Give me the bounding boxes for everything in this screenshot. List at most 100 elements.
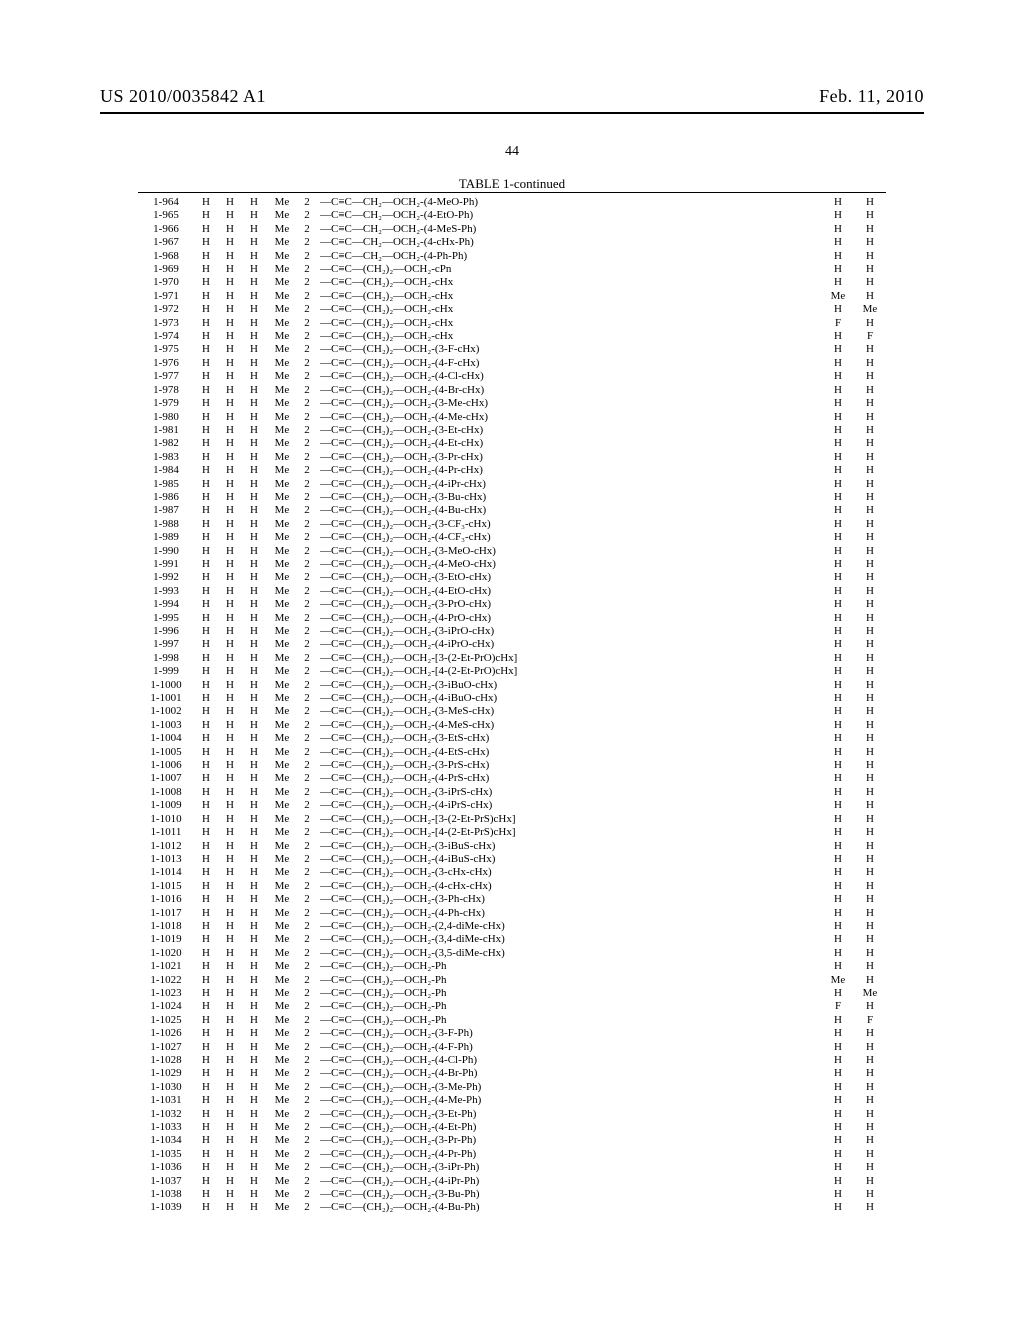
table-row: 1-1023HHHMe2—C≡C—(CH₂)₂—OCH₂-PhHMe [138, 987, 886, 1000]
cell-h: H [854, 263, 886, 276]
cell-c: H [242, 880, 266, 893]
cell-b: H [218, 1188, 242, 1201]
cell-id: 1-1000 [138, 679, 194, 692]
cell-b: H [218, 1134, 242, 1147]
cell-d: Me [266, 571, 298, 584]
cell-h: H [854, 223, 886, 236]
cell-h: H [854, 880, 886, 893]
cell-g: H [822, 330, 854, 343]
cell-a: H [194, 1175, 218, 1188]
cell-g: H [822, 692, 854, 705]
cell-b: H [218, 853, 242, 866]
table-row: 1-1022HHHMe2—C≡C—(CH₂)₂—OCH₂-PhMeH [138, 974, 886, 987]
cell-id: 1-1035 [138, 1148, 194, 1161]
cell-e: 2 [298, 679, 316, 692]
cell-a: H [194, 652, 218, 665]
cell-e: 2 [298, 1094, 316, 1107]
cell-f: —C≡C—CH₂—OCH₂-(4-cHx-Ph) [316, 236, 822, 249]
cell-b: H [218, 638, 242, 651]
cell-c: H [242, 491, 266, 504]
cell-h: H [854, 1041, 886, 1054]
cell-d: Me [266, 558, 298, 571]
cell-a: H [194, 598, 218, 611]
header-rule [100, 112, 924, 114]
cell-f: —C≡C—(CH₂)₂—OCH₂-Ph [316, 1000, 822, 1013]
cell-h: H [854, 1148, 886, 1161]
cell-a: H [194, 907, 218, 920]
cell-e: 2 [298, 880, 316, 893]
cell-a: H [194, 437, 218, 450]
cell-c: H [242, 987, 266, 1000]
cell-a: H [194, 343, 218, 356]
cell-h: H [854, 907, 886, 920]
cell-h: H [854, 1108, 886, 1121]
table-row: 1-989HHHMe2—C≡C—(CH₂)₂—OCH₂-(4-CF₃-cHx)H… [138, 531, 886, 544]
cell-b: H [218, 250, 242, 263]
cell-c: H [242, 276, 266, 289]
cell-h: H [854, 746, 886, 759]
cell-c: H [242, 893, 266, 906]
cell-e: 2 [298, 933, 316, 946]
cell-a: H [194, 772, 218, 785]
cell-g: H [822, 840, 854, 853]
cell-id: 1-966 [138, 223, 194, 236]
cell-c: H [242, 384, 266, 397]
cell-id: 1-988 [138, 518, 194, 531]
table-caption: TABLE 1-continued [0, 176, 1024, 192]
cell-e: 2 [298, 343, 316, 356]
cell-c: H [242, 263, 266, 276]
cell-g: H [822, 303, 854, 316]
cell-c: H [242, 1175, 266, 1188]
cell-id: 1-1021 [138, 960, 194, 973]
cell-a: H [194, 411, 218, 424]
cell-b: H [218, 384, 242, 397]
cell-h: H [854, 317, 886, 330]
cell-b: H [218, 933, 242, 946]
cell-c: H [242, 732, 266, 745]
table-row: 1-1006HHHMe2—C≡C—(CH₂)₂—OCH₂-(3-PrS-cHx)… [138, 759, 886, 772]
cell-c: H [242, 1134, 266, 1147]
cell-id: 1-996 [138, 625, 194, 638]
table-row: 1-1013HHHMe2—C≡C—(CH₂)₂—OCH₂-(4-iBuS-cHx… [138, 853, 886, 866]
cell-h: H [854, 1081, 886, 1094]
cell-d: Me [266, 719, 298, 732]
cell-b: H [218, 236, 242, 249]
table-row: 1-1015HHHMe2—C≡C—(CH₂)₂—OCH₂-(4-cHx-cHx)… [138, 880, 886, 893]
cell-id: 1-971 [138, 290, 194, 303]
cell-h: H [854, 1094, 886, 1107]
cell-c: H [242, 290, 266, 303]
cell-e: 2 [298, 209, 316, 222]
cell-d: Me [266, 1188, 298, 1201]
cell-c: H [242, 531, 266, 544]
cell-c: H [242, 786, 266, 799]
cell-g: H [822, 786, 854, 799]
cell-d: Me [266, 1041, 298, 1054]
cell-d: Me [266, 1054, 298, 1067]
cell-f: —C≡C—(CH₂)₂—OCH₂-(3-iBuS-cHx) [316, 840, 822, 853]
cell-e: 2 [298, 638, 316, 651]
cell-f: —C≡C—(CH₂)₂—OCH₂-(4-iBuS-cHx) [316, 853, 822, 866]
cell-d: Me [266, 236, 298, 249]
cell-b: H [218, 826, 242, 839]
table-row: 1-1025HHHMe2—C≡C—(CH₂)₂—OCH₂-PhHF [138, 1014, 886, 1027]
cell-c: H [242, 652, 266, 665]
cell-c: H [242, 933, 266, 946]
cell-g: H [822, 853, 854, 866]
cell-g: H [822, 478, 854, 491]
cell-f: —C≡C—(CH₂)₂—OCH₂-(3-Me-cHx) [316, 397, 822, 410]
cell-d: Me [266, 625, 298, 638]
cell-c: H [242, 196, 266, 209]
cell-g: H [822, 384, 854, 397]
cell-c: H [242, 974, 266, 987]
cell-a: H [194, 1201, 218, 1214]
cell-g: H [822, 357, 854, 370]
cell-f: —C≡C—(CH₂)₂—OCH₂-cHx [316, 303, 822, 316]
cell-f: —C≡C—(CH₂)₂—OCH₂-(4-PrS-cHx) [316, 772, 822, 785]
cell-h: H [854, 1134, 886, 1147]
cell-h: H [854, 625, 886, 638]
cell-id: 1-983 [138, 451, 194, 464]
cell-g: H [822, 933, 854, 946]
cell-d: Me [266, 840, 298, 853]
cell-h: H [854, 719, 886, 732]
cell-g: Me [822, 974, 854, 987]
